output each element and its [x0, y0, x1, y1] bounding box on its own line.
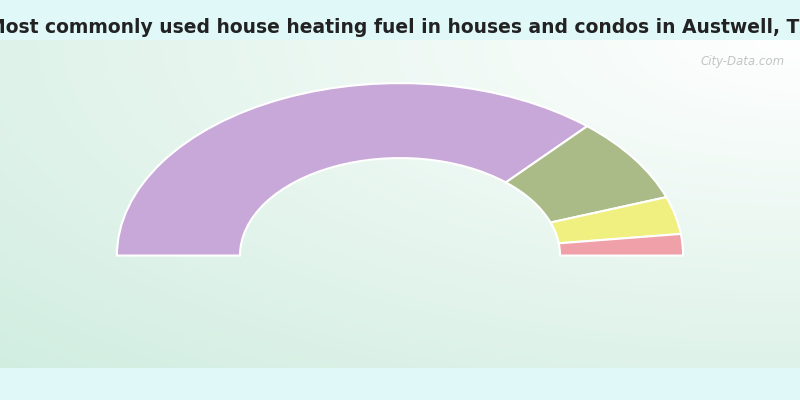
Wedge shape: [558, 234, 683, 256]
Wedge shape: [550, 197, 681, 243]
Wedge shape: [506, 126, 666, 222]
Text: City-Data.com: City-Data.com: [701, 55, 785, 68]
Wedge shape: [117, 83, 587, 256]
Legend: Electricity, Bottled, tank, or LP gas, Utility gas, Other: Electricity, Bottled, tank, or LP gas, U…: [162, 397, 638, 400]
Text: Most commonly used house heating fuel in houses and condos in Austwell, TX: Most commonly used house heating fuel in…: [0, 18, 800, 37]
